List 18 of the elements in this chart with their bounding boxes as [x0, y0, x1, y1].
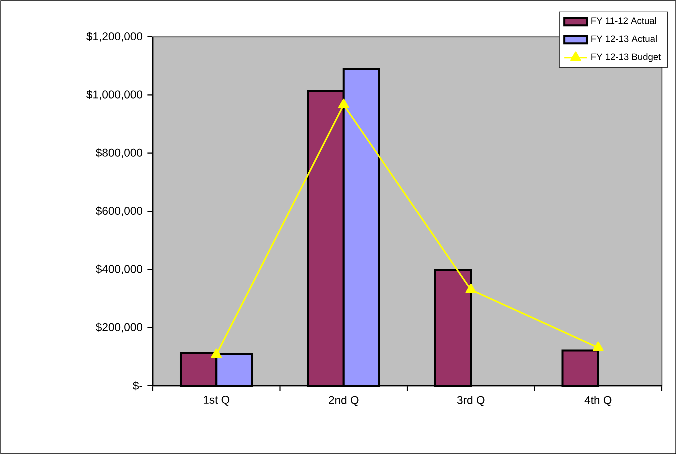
x-tick-label: 3rd Q: [457, 396, 485, 406]
legend-label: FY 12-13 Budget: [592, 54, 662, 62]
legend-label: FY 11-12 Actual: [592, 17, 656, 24]
point: [592, 342, 604, 352]
y-tick-label: $1,000,000: [86, 90, 143, 100]
x-tick-label: 2nd Q: [329, 396, 359, 406]
y-tick-label: $-: [133, 381, 142, 391]
y-tick-label: $600,000: [96, 206, 143, 216]
y-tick-label: $400,000: [96, 264, 143, 275]
x-tick-label: 4th Q: [584, 396, 612, 406]
y-tick-label: $800,000: [96, 148, 143, 158]
y-tick-label: $1,200,000: [86, 32, 143, 42]
point: [466, 284, 477, 294]
point: [338, 98, 350, 109]
x-tick-label: 1st Q: [204, 396, 230, 406]
y-tick-label: $200,000: [96, 322, 143, 333]
point: [211, 348, 222, 358]
legend-label: FY 12-13 Actual: [592, 35, 657, 42]
